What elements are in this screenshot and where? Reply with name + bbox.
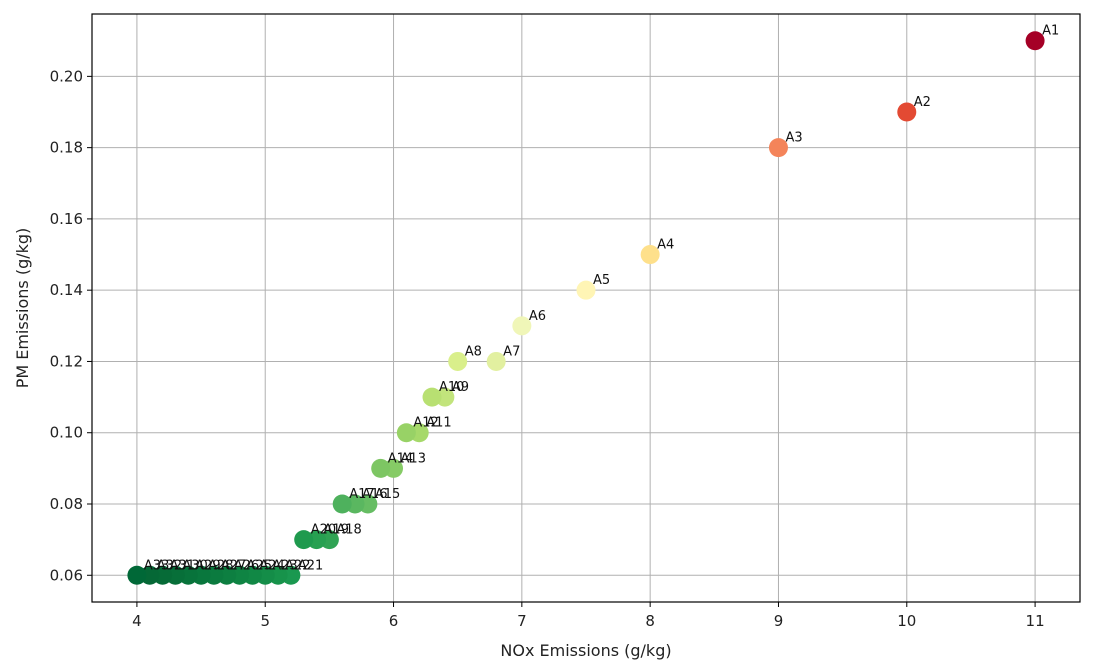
point-label-a28: A28 (208, 558, 233, 573)
data-point-a14 (371, 458, 391, 478)
point-label-a1: A1 (1042, 24, 1059, 39)
data-points (127, 31, 1045, 585)
y-tick-label: 0.12 (50, 352, 83, 370)
y-tick-label: 0.16 (50, 210, 83, 228)
point-label-a15: A15 (375, 487, 400, 502)
point-label-a6: A6 (529, 309, 546, 324)
point-label-a29: A29 (195, 558, 220, 573)
x-tick-label: 8 (645, 612, 655, 630)
point-label-a3: A3 (785, 131, 802, 146)
point-label-a33: A33 (144, 558, 169, 573)
y-tick-label: 0.18 (50, 139, 83, 157)
data-point-a6 (512, 316, 532, 336)
point-label-a16: A16 (362, 487, 387, 502)
point-label-a26: A26 (234, 558, 259, 573)
point-label-a9: A9 (452, 380, 469, 395)
axis-ticks: 4 5 6 7 8 9 10 11 0.06 0.08 0.10 0.12 0.14 0.16 0.18 0.… (50, 67, 1045, 630)
y-tick-label: 0.20 (50, 67, 83, 85)
plot-frame (91, 13, 1081, 603)
data-point-a8 (448, 351, 468, 371)
point-label-a20: A20 (311, 523, 336, 538)
x-tick-label: 7 (517, 612, 527, 630)
point-label-a4: A4 (657, 238, 674, 253)
data-point-a1 (1025, 31, 1045, 51)
point-label-a30: A30 (182, 558, 207, 573)
point-label-a32: A32 (157, 558, 182, 573)
point-label-a18: A18 (336, 523, 361, 538)
data-point-a7 (486, 351, 506, 371)
point-label-a11: A11 (426, 416, 451, 431)
data-point-a4 (640, 245, 660, 265)
grid-lines (92, 14, 1080, 602)
point-label-a31: A31 (170, 558, 195, 573)
x-tick-label: 6 (389, 612, 399, 630)
point-label-a17: A17 (349, 487, 374, 502)
point-labels: A1A2A3A4A5A6A7A8A9A10A11A12A13A14A15A16A… (144, 24, 1059, 574)
data-point-a20 (294, 530, 314, 550)
point-label-a5: A5 (593, 273, 610, 288)
point-label-a27: A27 (221, 558, 246, 573)
x-axis-label: NOx Emissions (g/kg) (500, 641, 671, 660)
point-label-a25: A25 (247, 558, 272, 573)
point-label-a8: A8 (465, 344, 482, 359)
y-tick-label: 0.14 (50, 281, 83, 299)
data-point-a5 (576, 280, 596, 300)
data-point-a2 (897, 102, 917, 122)
x-tick-label: 10 (897, 612, 916, 630)
x-tick-label: 5 (260, 612, 270, 630)
point-label-a13: A13 (401, 451, 426, 466)
data-point-a3 (768, 138, 788, 158)
x-tick-label: 9 (774, 612, 784, 630)
data-point-a12 (396, 423, 416, 443)
point-label-a21: A21 (298, 558, 323, 573)
x-tick-label: 11 (1026, 612, 1045, 630)
point-label-a14: A14 (388, 451, 413, 466)
x-tick-label: 4 (132, 612, 142, 630)
point-label-a2: A2 (914, 95, 931, 110)
data-point-a33 (127, 565, 147, 585)
data-point-a17 (332, 494, 352, 514)
point-label-a22: A22 (285, 558, 310, 573)
point-label-a12: A12 (413, 416, 438, 431)
y-tick-label: 0.08 (50, 495, 83, 513)
point-label-a10: A10 (439, 380, 464, 395)
point-label-a23: A23 (272, 558, 297, 573)
data-point-a10 (422, 387, 442, 407)
point-label-a7: A7 (503, 344, 520, 359)
y-axis-label: PM Emissions (g/kg) (13, 228, 32, 389)
point-label-a24: A24 (259, 558, 284, 573)
point-label-a19: A19 (324, 523, 349, 538)
y-tick-label: 0.06 (50, 566, 83, 584)
y-tick-label: 0.10 (50, 424, 83, 442)
